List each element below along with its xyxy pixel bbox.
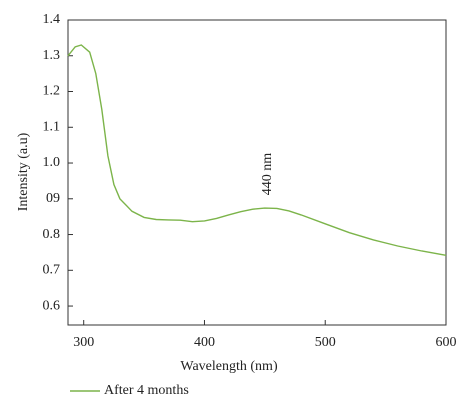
y-tick-label: 1.1 — [43, 119, 61, 134]
y-tick-label: 0.8 — [43, 227, 61, 242]
plot-frame — [67, 19, 447, 326]
y-tick-label: 1.4 — [43, 12, 61, 27]
legend-label: After 4 months — [104, 383, 189, 398]
y-tick-label: 1.3 — [43, 48, 61, 63]
y-axis-label: Intensity (a.u) — [16, 132, 31, 211]
y-tick-label: 0.7 — [43, 263, 61, 278]
annotation: 440 nm — [260, 153, 275, 196]
y-tick-label: 0.6 — [43, 298, 61, 313]
x-axis-label: Wavelength (nm) — [180, 359, 278, 374]
x-tick-label: 300 — [73, 335, 94, 350]
x-tick-label: 600 — [436, 335, 457, 350]
line — [67, 44, 447, 256]
x-tick-label: 500 — [315, 335, 336, 350]
y-tick-label: 09 — [46, 191, 60, 206]
y-tick-label: 1.2 — [43, 84, 61, 99]
y-tick-label: 1.0 — [43, 155, 61, 170]
x-tick-label: 400 — [194, 335, 215, 350]
